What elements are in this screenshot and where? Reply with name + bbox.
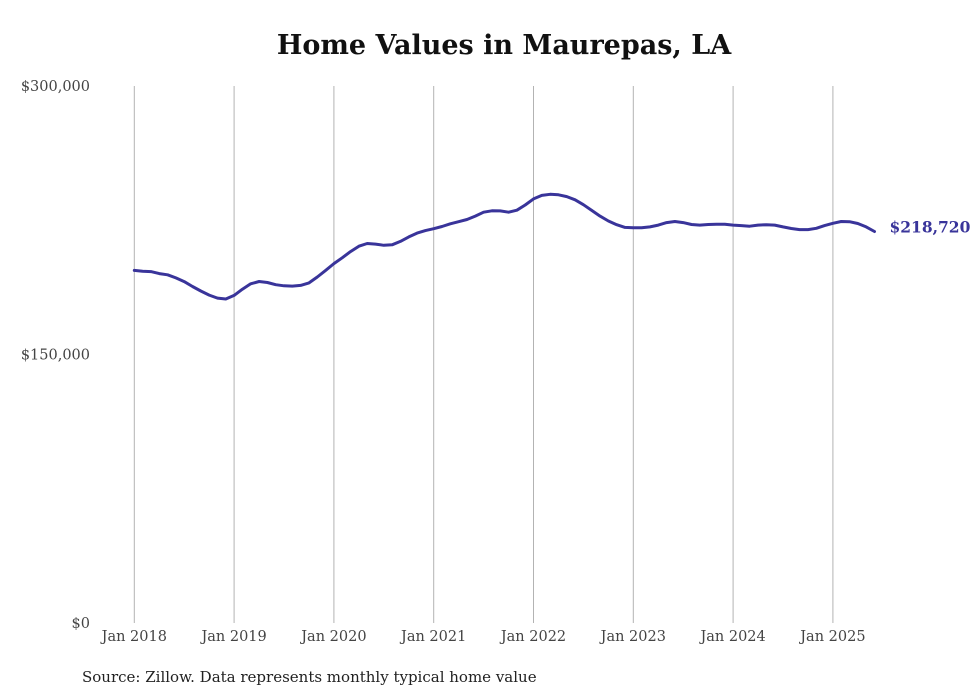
- series-layer: $218,720: [132, 192, 971, 301]
- end-value-label: $218,720: [889, 217, 970, 236]
- x-tick-label: Jan 2024: [698, 629, 765, 645]
- x-tick-label: Jan 2023: [599, 629, 666, 645]
- y-axis-ticks: $0 $150,000 $300,000: [21, 79, 90, 632]
- grid-lines: [133, 86, 834, 623]
- y-tick-label: $300,000: [21, 79, 90, 95]
- x-tick-label: Jan 2022: [499, 629, 566, 645]
- x-tick-label: Jan 2019: [199, 629, 266, 645]
- source-note: Source: Zillow. Data represents monthly …: [82, 668, 537, 686]
- series-line: [132, 192, 876, 301]
- x-tick-label: Jan 2021: [399, 629, 466, 645]
- chart-title: Home Values in Maurepas, LA: [276, 30, 732, 61]
- x-axis-ticks: Jan 2018 Jan 2019 Jan 2020 Jan 2021 Jan 2022…: [100, 629, 866, 645]
- x-tick-label: Jan 2025: [798, 629, 865, 645]
- y-tick-label: $0: [72, 616, 90, 632]
- x-tick-label: Jan 2020: [299, 629, 366, 645]
- y-tick-label: $150,000: [21, 348, 90, 364]
- x-tick-label: Jan 2018: [100, 629, 167, 645]
